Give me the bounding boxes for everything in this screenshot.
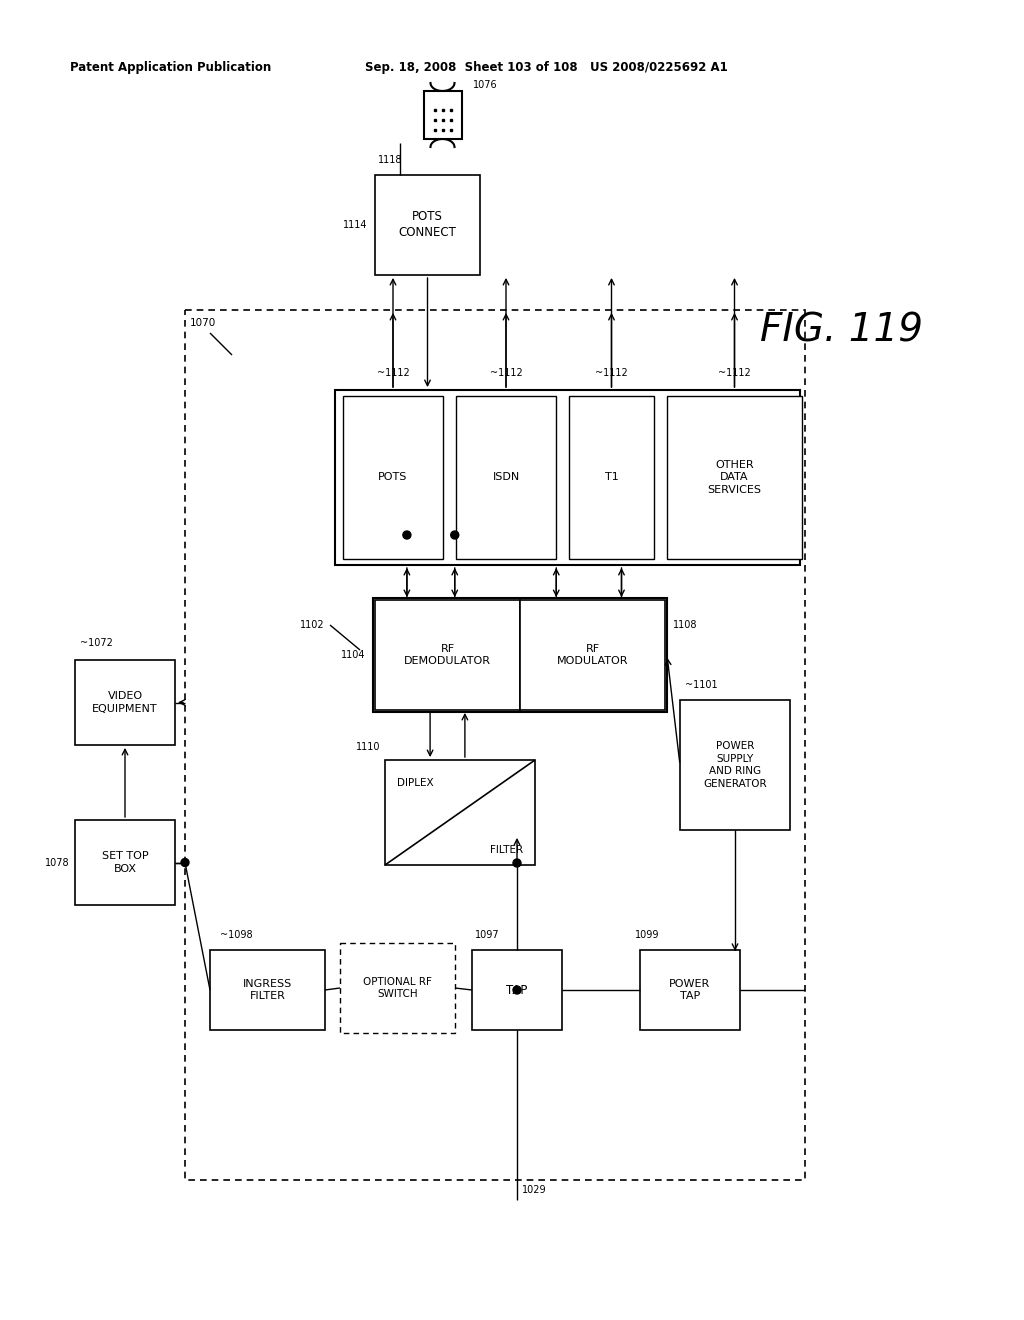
Bar: [375, 176, 480, 275]
Text: 1114: 1114: [342, 220, 367, 230]
Text: FILTER: FILTER: [489, 845, 523, 855]
Text: ISDN: ISDN: [493, 473, 519, 483]
Bar: [472, 950, 562, 1030]
Text: 1099: 1099: [635, 931, 659, 940]
Bar: [343, 396, 443, 558]
Text: 1118: 1118: [378, 154, 402, 165]
Text: Patent Application Publication: Patent Application Publication: [70, 62, 271, 74]
Text: ~1112: ~1112: [595, 368, 628, 378]
Text: TAP: TAP: [506, 983, 527, 997]
Bar: [375, 601, 520, 710]
Text: OTHER
DATA
SERVICES: OTHER DATA SERVICES: [708, 461, 762, 495]
Text: POWER
TAP: POWER TAP: [670, 979, 711, 1001]
Text: 1110: 1110: [355, 742, 380, 752]
Circle shape: [402, 531, 411, 539]
Text: SET TOP
BOX: SET TOP BOX: [101, 851, 148, 874]
Bar: [385, 760, 535, 865]
Bar: [185, 310, 805, 1180]
Text: ~1101: ~1101: [685, 680, 718, 690]
Bar: [640, 950, 740, 1030]
Bar: [335, 389, 800, 565]
Text: POTS: POTS: [378, 473, 408, 483]
Bar: [456, 396, 556, 558]
Text: OPTIONAL RF
SWITCH: OPTIONAL RF SWITCH: [364, 977, 432, 999]
Circle shape: [513, 986, 521, 994]
Text: 1108: 1108: [673, 620, 697, 630]
Text: ~1112: ~1112: [489, 368, 522, 378]
Text: Sep. 18, 2008  Sheet 103 of 108   US 2008/0225692 A1: Sep. 18, 2008 Sheet 103 of 108 US 2008/0…: [365, 62, 728, 74]
Text: ~1112: ~1112: [718, 368, 751, 378]
Text: ~1072: ~1072: [80, 638, 113, 648]
Text: ~1112: ~1112: [377, 368, 410, 378]
Text: ~1098: ~1098: [220, 931, 253, 940]
Text: 1078: 1078: [45, 858, 70, 867]
Bar: [667, 396, 802, 558]
Text: 1029: 1029: [522, 1185, 547, 1195]
Text: INGRESS
FILTER: INGRESS FILTER: [243, 979, 292, 1001]
Bar: [75, 660, 175, 744]
Text: POWER
SUPPLY
AND RING
GENERATOR: POWER SUPPLY AND RING GENERATOR: [703, 742, 767, 788]
Text: T1: T1: [604, 473, 618, 483]
Bar: [520, 601, 665, 710]
Circle shape: [513, 859, 521, 867]
Text: VIDEO
EQUIPMENT: VIDEO EQUIPMENT: [92, 692, 158, 714]
Bar: [569, 396, 654, 558]
Bar: [373, 598, 667, 711]
Text: 1076: 1076: [472, 81, 497, 90]
Bar: [424, 91, 462, 139]
Text: 1097: 1097: [475, 931, 500, 940]
Text: FIG. 119: FIG. 119: [760, 312, 923, 348]
Text: 1104: 1104: [341, 649, 365, 660]
Bar: [340, 942, 455, 1034]
Text: RF
MODULATOR: RF MODULATOR: [557, 644, 629, 667]
Text: POTS
CONNECT: POTS CONNECT: [398, 210, 457, 239]
Circle shape: [451, 531, 459, 539]
Text: RF
DEMODULATOR: RF DEMODULATOR: [404, 644, 490, 667]
Text: DIPLEX: DIPLEX: [397, 777, 433, 788]
Bar: [680, 700, 790, 830]
Text: 1070: 1070: [190, 318, 216, 327]
Bar: [210, 950, 325, 1030]
Circle shape: [181, 858, 189, 866]
Bar: [75, 820, 175, 906]
Text: 1102: 1102: [300, 620, 325, 630]
